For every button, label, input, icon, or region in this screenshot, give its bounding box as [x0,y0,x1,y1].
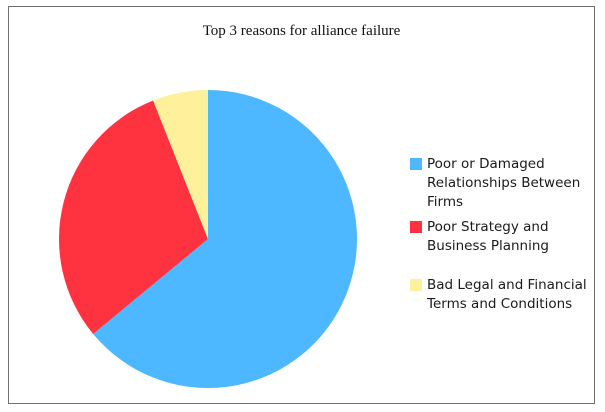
pie-chart [58,90,357,389]
chart-frame: Top 3 reasons for alliance failure Poor … [8,6,595,404]
legend-label-legal: Bad Legal and Financial Terms and Condit… [427,277,587,312]
legend-item-legal: Bad Legal and Financial Terms and Condit… [410,276,587,314]
legend-swatch-legal [410,279,422,291]
legend-swatch-strategy [410,221,422,233]
legend-item-strategy: Poor Strategy and Business Planning [410,218,549,256]
pie-slice-strategy [58,100,208,334]
legend-label-relationships: Poor or Damaged Relationships Between Fi… [427,156,581,210]
pie-slice-legal [153,90,208,239]
legend-swatch-relationships [410,158,422,170]
chart-title: Top 3 reasons for alliance failure [202,23,401,39]
pie-slice-relationships [93,90,357,389]
legend-item-relationships: Poor or Damaged Relationships Between Fi… [410,155,580,212]
legend-label-strategy: Poor Strategy and Business Planning [427,219,549,254]
